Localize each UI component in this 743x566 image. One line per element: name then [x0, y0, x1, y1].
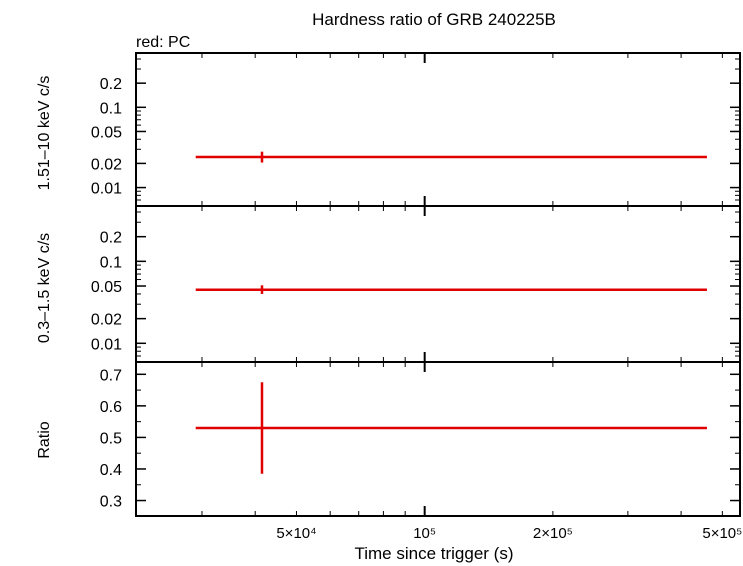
x-axis-label: Time since trigger (s) [354, 544, 513, 563]
y-tick-label: 0.3 [100, 494, 122, 511]
y-tick-label: 0.2 [100, 76, 122, 93]
panel-bottom: Ratio 0.3 0.4 0.5 0.6 0.7 5×10⁴ 10⁵ 2×10⁵ 5×10⁵ [36, 361, 742, 542]
panel-middle-ylabel: 0.3–1.5 keV c/s [36, 233, 53, 343]
x-tick-label: 10⁵ [413, 525, 436, 542]
x-tick-label: 5×10⁵ [702, 525, 742, 542]
y-tick-label: 0.05 [91, 124, 122, 141]
y-tick-label: 0.02 [91, 156, 122, 173]
y-tick-label: 0.05 [91, 279, 122, 296]
y-tick-label: 0.02 [91, 312, 122, 329]
panel-middle: 0.3–1.5 keV c/s 0.01 0.02 0.05 0.1 0.2 [36, 205, 741, 363]
x-tick-label: 2×10⁵ [533, 525, 573, 542]
y-tick-label: 0.5 [100, 430, 122, 447]
panel-top: 1.51–10 keV c/s 0.01 0.02 0.05 0.1 0.2 [36, 52, 741, 207]
y-tick-label: 0.4 [100, 462, 122, 479]
panel-middle-frame [135, 205, 741, 363]
chart-title: Hardness ratio of GRB 240225B [312, 10, 556, 29]
panel-top-frame [135, 52, 741, 207]
x-tick-label: 5×10⁴ [276, 525, 316, 542]
panel-bottom-ylabel: Ratio [36, 421, 53, 458]
y-tick-label: 0.7 [100, 367, 122, 384]
y-tick-label: 0.1 [100, 254, 122, 271]
chart-subtitle: red: PC [136, 34, 190, 51]
y-tick-label: 0.1 [100, 100, 122, 117]
panel-bottom-frame [135, 361, 741, 517]
y-tick-label: 0.01 [91, 181, 122, 198]
y-tick-label: 0.01 [91, 336, 122, 353]
y-tick-label: 0.6 [100, 399, 122, 416]
y-tick-label: 0.2 [100, 230, 122, 247]
panel-top-ylabel: 1.51–10 keV c/s [36, 76, 53, 191]
